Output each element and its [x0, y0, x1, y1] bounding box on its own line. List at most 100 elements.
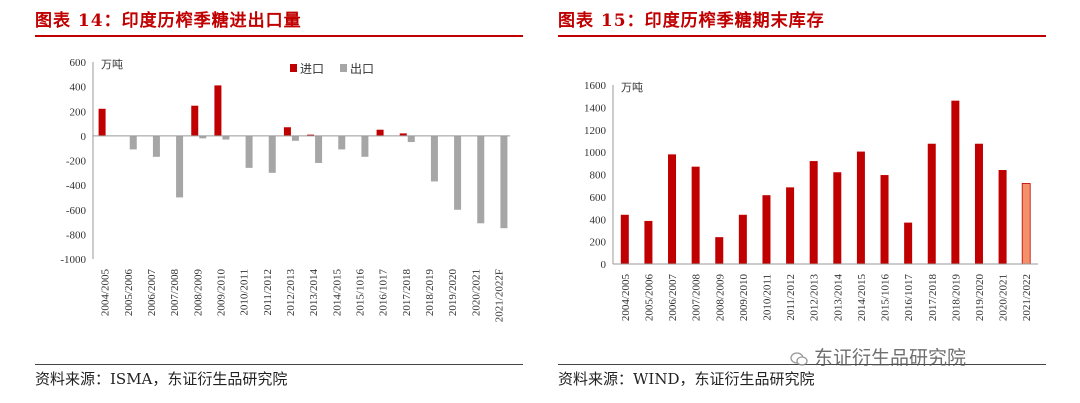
x-tick-label: 2018/2019: [950, 274, 962, 322]
x-tick-label: 2013/2014: [832, 274, 844, 322]
x-tick-label: 2008/2009: [192, 269, 204, 317]
import-bar: [376, 129, 384, 136]
x-tick-label: 2021/2022F: [493, 269, 505, 322]
stock-bar: [833, 172, 842, 264]
export-bar: [291, 135, 299, 141]
y-tick-label: 0: [81, 131, 87, 143]
x-tick-label: 2015/1016: [354, 269, 366, 317]
x-tick-label: 2009/2010: [215, 269, 227, 317]
x-tick-label: 2017/2018: [927, 274, 939, 322]
y-tick-label: 600: [70, 57, 87, 69]
export-bar: [199, 135, 207, 139]
export-bar: [407, 135, 415, 143]
export-bar: [338, 135, 346, 150]
import-bar: [191, 105, 199, 136]
x-tick-label: 2009/2010: [738, 274, 750, 322]
stock-bar: [904, 222, 913, 264]
figure-15-panel: 图表 15：印度历榨季糖期末库存 1600 1400 1200 1000 800 600 4…: [558, 0, 1078, 403]
unit-label: 万吨: [101, 58, 123, 71]
export-bar: [454, 135, 462, 210]
x-tick-label: 2020/2021: [470, 269, 482, 316]
stock-bar: [738, 214, 747, 264]
title-rule: [35, 35, 523, 37]
x-tick-label: 2012/2013: [809, 274, 821, 322]
x-tick-label: 2021/2022: [1021, 274, 1033, 321]
x-tick-label: 2016/1017: [378, 269, 390, 317]
export-bar: [129, 135, 137, 150]
x-tick-label: 2020/2021: [998, 274, 1010, 321]
stock-bar: [786, 187, 795, 264]
stock-bar: [620, 214, 629, 264]
import-bar: [399, 133, 407, 136]
x-tick-label: 2011/2012: [262, 269, 274, 316]
stock-bar: [998, 170, 1007, 264]
export-bar: [152, 135, 160, 157]
forecast-bar: [1021, 183, 1031, 265]
export-bar: [315, 135, 323, 163]
x-tick-label: 2005/2006: [643, 274, 655, 322]
y-tick-label: 1400: [584, 102, 607, 114]
x-tick-label: 2018/2019: [424, 269, 436, 317]
legend-swatch: [340, 64, 347, 72]
x-tick-label: 2005/2006: [123, 269, 135, 317]
y-tick-label: -200: [66, 156, 87, 168]
x-tick-label: 2012/2013: [285, 269, 297, 317]
legend-swatch: [290, 64, 297, 72]
legend-label: 进口: [300, 62, 324, 76]
figure-14-source: 资料来源：ISMA，东证衍生品研究院: [35, 370, 288, 388]
y-tick-label: 0: [601, 259, 607, 271]
y-tick-label: 400: [70, 82, 87, 94]
export-bar: [500, 135, 508, 229]
import-bar: [98, 108, 106, 136]
export-bar: [268, 135, 276, 173]
figure-14-panel: 图表 14：印度历榨季糖进出口量 600 400 200 0 -200 -400 -600 -…: [35, 0, 555, 403]
y-tick-label: 1000: [584, 147, 607, 159]
stock-bar: [809, 161, 818, 264]
x-tick-label: 2013/2014: [308, 269, 320, 317]
y-tick-label: -600: [66, 205, 87, 217]
x-tick-label: 2011/2012: [785, 274, 797, 321]
import-bar: [283, 127, 291, 136]
x-tick-label: 2019/2020: [974, 274, 986, 322]
x-tick-label: 2010/2011: [239, 269, 251, 316]
y-tick-label: -1000: [60, 254, 86, 266]
stock-bar: [668, 154, 677, 264]
x-tick-label: 2007/2008: [691, 274, 703, 322]
figure-15-source: 资料来源：WIND，东证衍生品研究院: [558, 370, 815, 388]
y-tick-label: 1600: [584, 80, 607, 92]
x-tick-label: 2015/1016: [880, 274, 892, 322]
import-bar: [307, 134, 315, 136]
export-bar: [245, 135, 253, 168]
y-tick-label: 600: [590, 192, 607, 204]
export-bar: [222, 135, 230, 140]
y-tick-label: -800: [66, 229, 87, 241]
figure-15-title: 图表 15：印度历榨季糖期末库存: [558, 11, 825, 31]
export-bar: [361, 135, 369, 157]
import-bar: [214, 85, 222, 136]
stock-bar: [856, 151, 865, 264]
x-tick-label: 2010/2011: [761, 274, 773, 321]
y-tick-label: 400: [590, 214, 607, 226]
stock-bar: [715, 237, 724, 264]
title-rule: [558, 35, 1046, 37]
stock-bar: [951, 100, 960, 264]
import-export-chart: 600 400 200 0 -200 -400 -600 -800 -1000 万吨 2004/20…: [60, 57, 510, 322]
wechat-icon: [790, 351, 808, 366]
stock-bar: [880, 175, 889, 264]
x-tick-label: 2008/2009: [714, 274, 726, 322]
y-tick-label: 200: [70, 106, 87, 118]
y-tick-label: 200: [590, 237, 607, 249]
export-bar: [430, 135, 438, 182]
x-tick-label: 2007/2008: [169, 269, 181, 317]
y-tick-label: -400: [66, 180, 87, 192]
stock-bar: [974, 143, 983, 264]
watermark-text: 东证衍生品研究院: [814, 347, 967, 369]
x-tick-label: 2006/2007: [667, 274, 679, 322]
legend-label: 出口: [350, 62, 374, 76]
watermark: 东证衍生品研究院: [790, 343, 966, 370]
y-tick-label: 800: [590, 170, 607, 182]
stock-bar: [762, 195, 771, 264]
x-tick-label: 2004/2005: [100, 269, 112, 317]
x-tick-label: 2017/2018: [401, 269, 413, 317]
figure-14-title: 图表 14：印度历榨季糖进出口量: [35, 11, 302, 31]
